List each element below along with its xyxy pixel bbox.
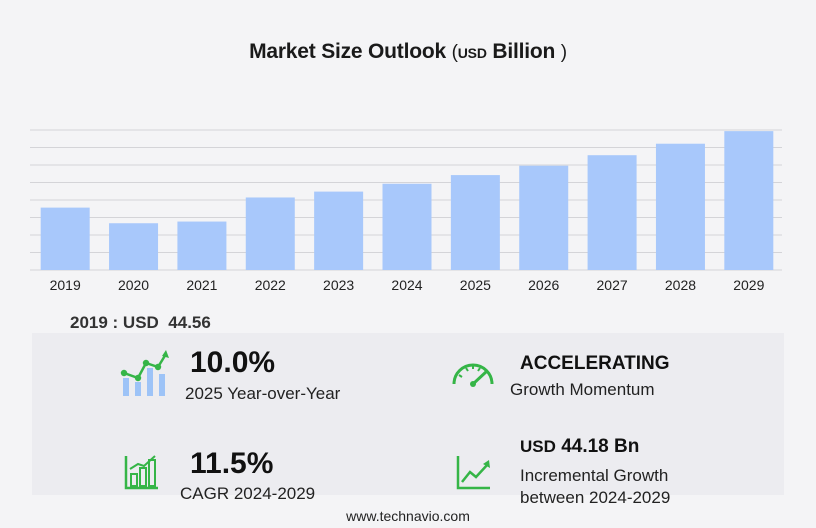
chart-title-close-paren: ) — [560, 42, 567, 63]
bar-2020 — [109, 223, 159, 270]
line-chart-icon — [456, 456, 490, 490]
bar-chart-icon — [124, 455, 158, 490]
x-tick-2020: 2020 — [118, 277, 149, 293]
base-year-value: 2019 : USD 44.56 — [70, 313, 211, 333]
incremental-label-2: between 2024-2029 — [520, 488, 671, 507]
cagr-label: CAGR 2024-2029 — [180, 484, 316, 503]
yoy-label: 2025 Year-over-Year — [185, 384, 341, 403]
chart-title-unit-word: Billion — [492, 40, 556, 63]
momentum-label: Growth Momentum — [510, 380, 655, 399]
growth-chart-icon — [120, 350, 169, 396]
bar-2023 — [314, 191, 364, 270]
x-tick-2021: 2021 — [186, 277, 217, 293]
bar-2022 — [245, 197, 295, 270]
x-tick-2028: 2028 — [665, 277, 696, 293]
x-tick-2025: 2025 — [460, 277, 491, 293]
base-year-number: 44.56 — [168, 313, 211, 332]
metrics-panel — [32, 333, 784, 495]
base-year-label: 2019 : USD — [70, 313, 159, 332]
x-tick-2019: 2019 — [50, 277, 81, 293]
incremental-number: 44.18 Bn — [561, 436, 640, 457]
x-tick-2029: 2029 — [733, 277, 764, 293]
x-tick-2023: 2023 — [323, 277, 354, 293]
footer-url[interactable]: www.technavio.com — [346, 508, 470, 524]
bar-chart: 2019 2020 2021 2022 2023 2024 2025 2026 2027 2028… — [30, 129, 782, 293]
bar-2028 — [655, 143, 705, 270]
incremental-unit: USD — [520, 437, 556, 456]
bar-2019 — [40, 207, 90, 270]
x-tick-2027: 2027 — [597, 277, 628, 293]
x-tick-2024: 2024 — [391, 277, 422, 293]
bar-2026 — [519, 165, 569, 270]
chart-title-open-paren: ( — [451, 42, 458, 63]
x-tick-2026: 2026 — [528, 277, 559, 293]
chart-title-unit: USD — [457, 45, 487, 61]
incremental-label-1: Incremental Growth — [520, 466, 669, 485]
bar-2025 — [450, 175, 500, 270]
bar-2021 — [177, 221, 227, 270]
yoy-value: 10.0% — [190, 346, 276, 379]
incremental-value: USD 44.18 Bn — [520, 436, 639, 458]
chart-title-main: Market Size Outlook — [249, 40, 446, 63]
chart-title: Market Size Outlook (USD Billion ) — [0, 40, 816, 64]
bar-2029 — [724, 131, 774, 270]
momentum-value: ACCELERATING — [520, 353, 670, 374]
bar-2024 — [382, 183, 432, 270]
speedometer-icon — [452, 363, 494, 387]
x-tick-2022: 2022 — [255, 277, 286, 293]
cagr-value: 11.5% — [190, 447, 274, 480]
bar-2027 — [587, 155, 637, 270]
